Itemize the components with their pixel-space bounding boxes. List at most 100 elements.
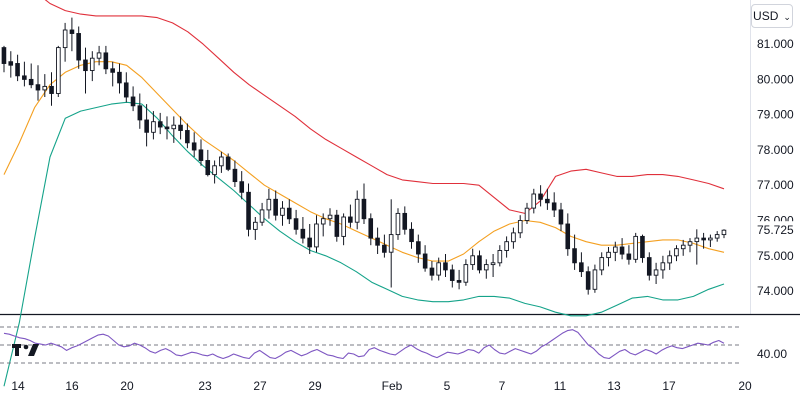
candle-body	[293, 218, 299, 230]
candle-body	[320, 218, 326, 225]
price-tick-label: 74.000	[757, 284, 794, 298]
time-tick-label: 11	[554, 379, 567, 393]
candle	[687, 238, 693, 253]
last-value-mask	[752, 221, 798, 240]
last-value-label: 75.725	[757, 223, 794, 237]
candle-body	[674, 248, 679, 257]
candle-body	[89, 57, 95, 71]
candle-body	[714, 234, 720, 239]
candle	[300, 217, 306, 244]
candle	[253, 217, 258, 240]
candle	[456, 269, 462, 290]
candle-body	[422, 253, 428, 269]
candle	[714, 231, 720, 242]
candle-body	[212, 165, 217, 176]
candle-body	[551, 202, 557, 211]
candle-body	[504, 241, 509, 251]
candle	[42, 74, 48, 97]
candlestick-series	[1, 17, 727, 295]
candle	[286, 199, 292, 224]
candle-body	[490, 262, 496, 266]
candle-body	[198, 149, 204, 161]
time-tick-label: 20	[120, 379, 134, 393]
candle	[334, 209, 340, 242]
candle	[680, 239, 686, 256]
candle-body	[334, 214, 340, 237]
candle	[443, 254, 448, 277]
candle	[565, 213, 571, 256]
candle	[463, 259, 469, 286]
candle-body	[463, 264, 469, 283]
candle-body	[157, 121, 163, 128]
candle-body	[388, 234, 394, 253]
candle-body	[76, 33, 81, 61]
candle	[22, 61, 27, 87]
candle	[388, 199, 394, 288]
candle-body	[62, 29, 68, 49]
candle	[674, 245, 679, 262]
time-tick-label: 27	[253, 379, 267, 393]
candle-body	[144, 119, 149, 133]
candle	[606, 247, 611, 267]
candle	[701, 232, 706, 249]
candle-body	[708, 237, 713, 241]
candle	[151, 111, 156, 140]
candle-body	[83, 59, 88, 72]
candle	[436, 257, 441, 281]
candle-body	[341, 216, 346, 237]
candle-body	[558, 209, 564, 225]
candle	[633, 232, 638, 263]
candle	[178, 116, 183, 140]
time-tick-label: Feb	[382, 379, 403, 393]
candle-body	[49, 85, 54, 94]
candle	[524, 202, 530, 224]
candle-body	[517, 220, 523, 234]
candle-body	[436, 262, 441, 276]
candle	[538, 185, 543, 207]
candle	[619, 238, 625, 260]
time-tick-label: 13	[607, 379, 621, 393]
candle	[667, 250, 672, 270]
candle	[110, 61, 115, 87]
candle-body	[416, 241, 421, 255]
bollinger-bands	[3, 0, 725, 387]
candle-body	[409, 228, 414, 243]
candle-body	[667, 255, 672, 264]
candle	[1, 45, 7, 73]
candle-body	[35, 84, 41, 91]
candle	[449, 264, 455, 288]
candle-body	[572, 248, 577, 264]
candle	[422, 245, 428, 272]
candle-body	[314, 223, 319, 248]
time-tick-label: 5	[444, 379, 451, 393]
bb-lower-line	[3, 101, 725, 387]
candle	[266, 188, 272, 219]
candle	[130, 86, 136, 112]
bb-middle-line	[3, 61, 725, 262]
currency-selector[interactable]: USD ⌄	[751, 4, 793, 28]
candle	[409, 222, 414, 249]
price-axis-labels: 81.00080.00079.00078.00077.00076.00075.0…	[752, 37, 798, 298]
candle	[348, 204, 353, 228]
candle	[531, 188, 537, 214]
candle	[225, 153, 231, 172]
candle-body	[449, 269, 455, 281]
candle	[470, 248, 475, 270]
candle-body	[382, 244, 387, 253]
price-tick-label: 77.000	[757, 178, 794, 192]
candle	[640, 234, 645, 263]
candle-body	[8, 61, 14, 66]
candle	[579, 252, 584, 277]
candle-body	[687, 241, 693, 246]
candle-body	[96, 52, 102, 59]
candle	[35, 65, 41, 101]
candle	[62, 22, 68, 62]
rsi-tick-label: 40.00	[757, 347, 787, 361]
candle	[273, 190, 278, 221]
candle	[15, 54, 20, 82]
candle	[314, 215, 319, 253]
candle	[646, 252, 652, 281]
candle	[56, 45, 61, 97]
candle	[402, 206, 408, 235]
